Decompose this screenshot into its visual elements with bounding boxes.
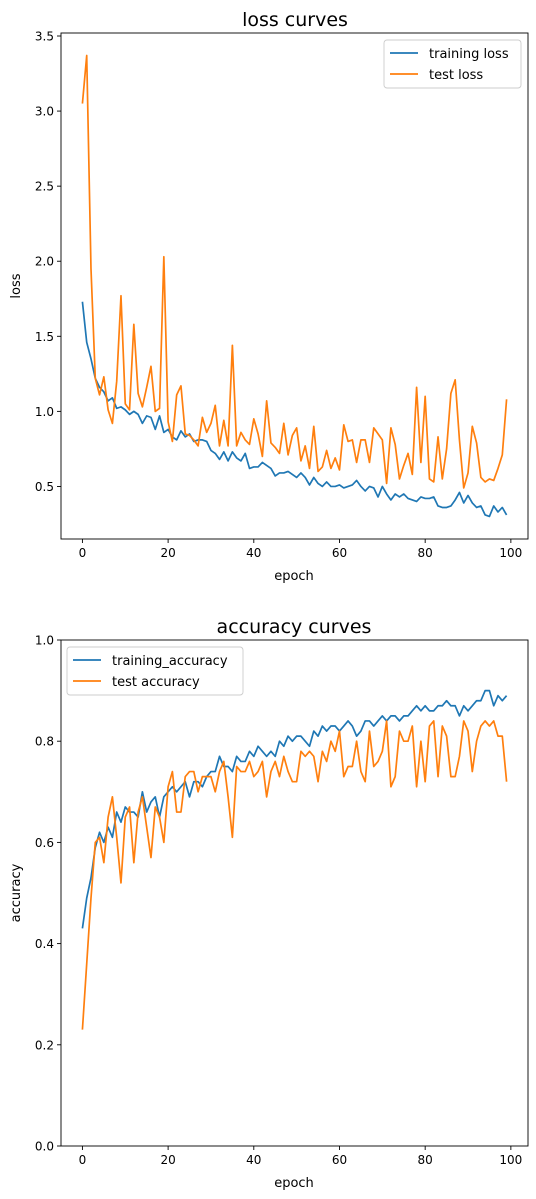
accuracy-x-tick-label: 0 — [79, 1153, 87, 1167]
accuracy-legend-label-training: training_accuracy — [112, 654, 228, 669]
loss-x-tick-label: 80 — [418, 546, 433, 560]
accuracy-axes-frame — [60, 639, 529, 1147]
loss-chart-title: loss curves — [242, 9, 348, 31]
loss-legend: training loss test loss — [383, 39, 522, 89]
accuracy-legend-label-test: test accuracy — [112, 675, 200, 690]
loss-axes-frame — [60, 32, 529, 540]
loss-x-tick-label: 0 — [79, 546, 87, 560]
loss-plot-area — [81, 54, 508, 518]
loss-y-tick-label: 2.0 — [35, 255, 54, 269]
accuracy-chart-title: accuracy curves — [217, 616, 372, 638]
accuracy-x-tick-label: 60 — [332, 1153, 347, 1167]
loss-y-tick-label: 1.0 — [35, 405, 54, 419]
accuracy-x-ticks: 0 20 40 60 80 100 — [79, 1146, 522, 1167]
loss-y-tick-label: 0.5 — [35, 480, 54, 494]
loss-x-tick-label: 20 — [160, 546, 175, 560]
loss-y-tick-label: 2.5 — [35, 180, 54, 194]
loss-x-tick-label: 40 — [246, 546, 261, 560]
accuracy-chart: accuracy curves 0 20 40 60 80 100 0.00.20.40.… — [9, 616, 529, 1191]
accuracy-legend-box — [66, 646, 244, 696]
loss-x-tick-label: 100 — [499, 546, 522, 560]
accuracy-y-axis-label: accuracy — [9, 863, 24, 922]
loss-x-tick-label: 60 — [332, 546, 347, 560]
loss-series-line-test — [81, 54, 508, 489]
accuracy-y-tick-label: 0.2 — [35, 1038, 54, 1052]
accuracy-y-tick-label: 0.8 — [35, 735, 54, 749]
accuracy-legend: training_accuracy test accuracy — [66, 646, 244, 696]
accuracy-series-line-training — [81, 689, 508, 929]
loss-series-line-training — [81, 301, 508, 518]
accuracy-series-line-test — [81, 720, 508, 1030]
accuracy-y-tick-label: 0.0 — [35, 1140, 54, 1154]
loss-y-ticks: 0.5 1.0 1.5 2.0 2.5 3.0 3.5 — [35, 30, 61, 494]
accuracy-x-axis-label: epoch — [274, 1176, 314, 1191]
accuracy-x-tick-label: 40 — [246, 1153, 261, 1167]
accuracy-y-tick-label: 1.0 — [35, 634, 54, 648]
accuracy-y-ticks: 0.0 0.2 0.4 0.6 0.8 1.0 — [35, 634, 61, 1154]
loss-x-axis-label: epoch — [274, 569, 314, 584]
loss-x-ticks: 0 20 40 60 80 100 — [79, 539, 522, 560]
loss-legend-label-training: training loss — [429, 47, 509, 62]
loss-y-tick-label: 1.5 — [35, 330, 54, 344]
accuracy-plot-area — [81, 689, 508, 1030]
accuracy-x-tick-label: 20 — [160, 1153, 175, 1167]
accuracy-x-tick-label: 80 — [418, 1153, 433, 1167]
accuracy-x-tick-label: 100 — [499, 1153, 522, 1167]
accuracy-y-tick-label: 0.4 — [35, 937, 54, 951]
loss-y-tick-label: 3.0 — [35, 105, 54, 119]
accuracy-y-tick-label: 0.6 — [35, 836, 54, 850]
loss-y-axis-label: loss — [9, 273, 24, 298]
loss-legend-label-test: test loss — [429, 68, 483, 83]
loss-y-tick-label: 3.5 — [35, 30, 54, 44]
loss-chart: loss curves 0 20 40 60 80 100 0.5 1.0 1.5 2.0 2.5… — [9, 9, 529, 584]
loss-legend-box — [383, 39, 522, 89]
